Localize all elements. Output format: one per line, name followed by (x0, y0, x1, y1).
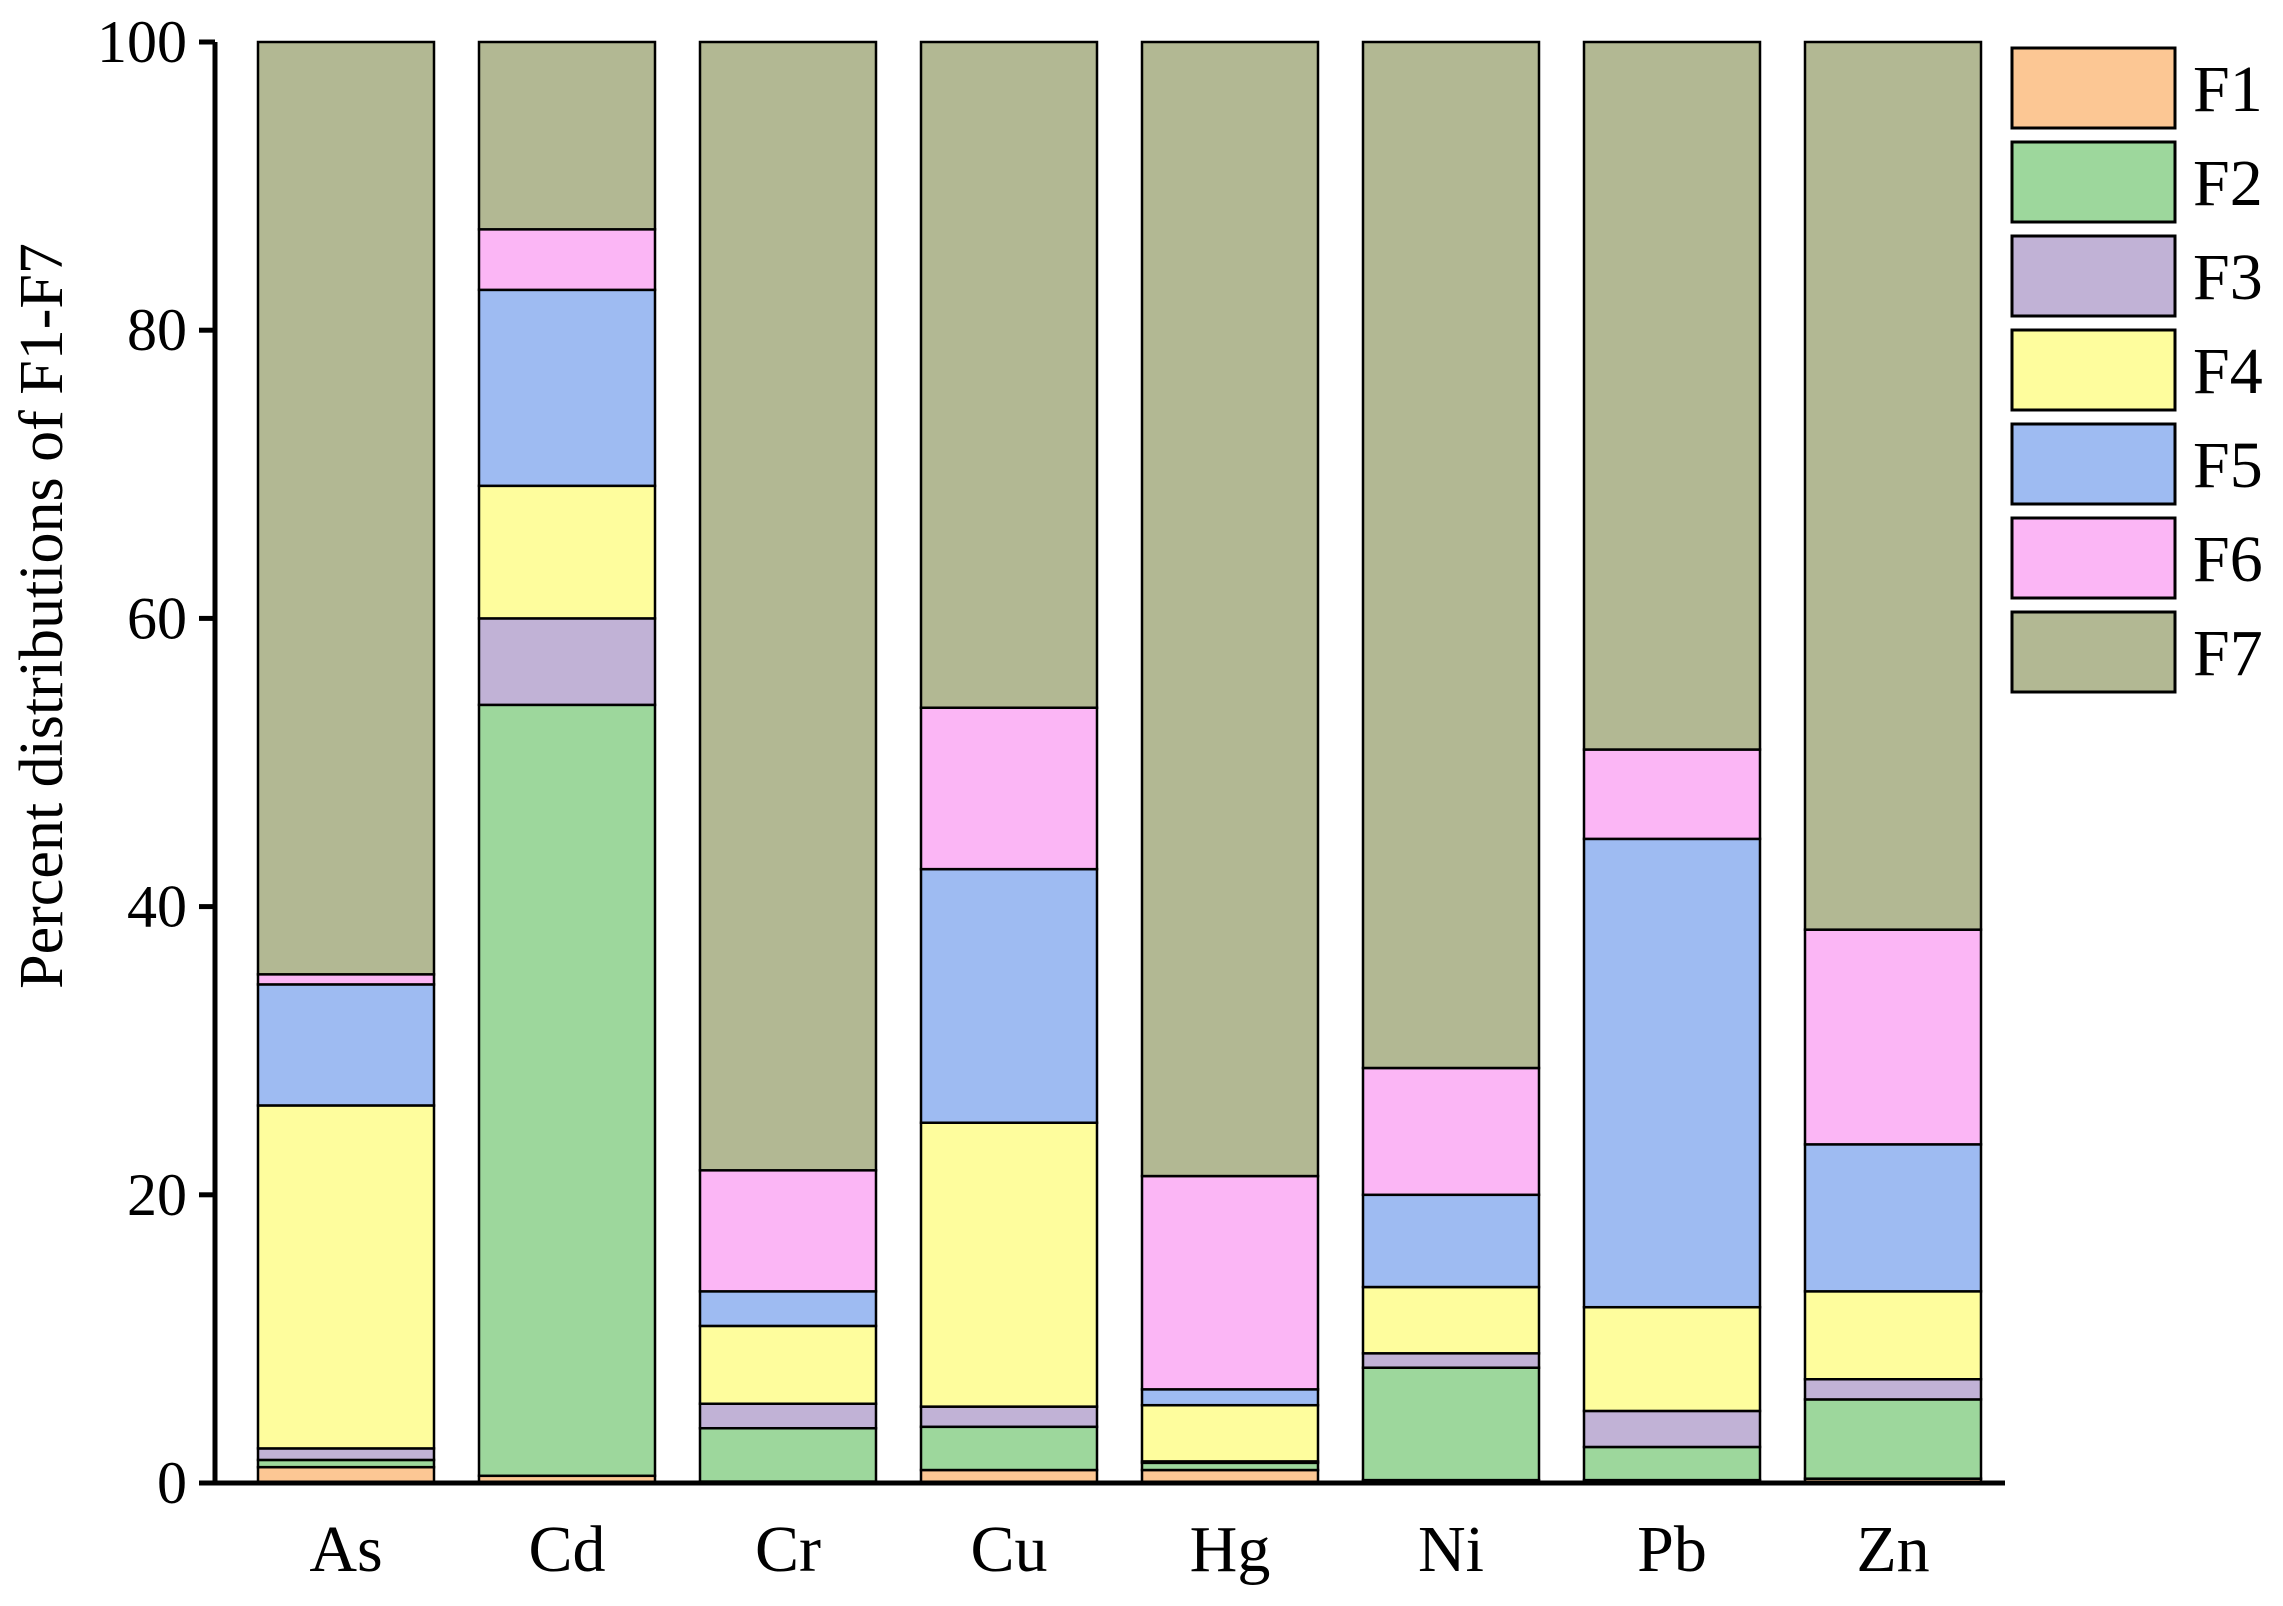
bar-segment-zn-f3 (1803, 1377, 1983, 1401)
bar-segment-zn-f4 (1803, 1290, 1983, 1381)
x-category-label: Hg (1190, 1513, 1271, 1586)
legend-swatch (2010, 422, 2177, 506)
bar-segment-pb-f2 (1582, 1445, 1762, 1482)
bar-segment-hg-f6 (1140, 1174, 1320, 1391)
y-tick-label: 100 (97, 9, 187, 75)
bar-stack-ni (1361, 40, 1541, 1485)
bar-stack-cr (698, 40, 878, 1485)
legend-swatch (2010, 328, 2177, 412)
legend-swatch (2010, 516, 2177, 600)
legend-item-f2: F2 (2010, 140, 2263, 224)
legend-swatch (2010, 234, 2177, 318)
bar-segment-cu-f7 (919, 40, 1099, 709)
legend-label: F2 (2193, 147, 2263, 220)
bar-segment-cr-f6 (698, 1169, 878, 1293)
bar-segment-pb-f7 (1582, 40, 1762, 751)
bar-segment-cd-f2 (477, 703, 657, 1478)
bar-segment-cd-f4 (477, 484, 657, 620)
bar-segment-hg-f7 (1140, 40, 1320, 1178)
legend-item-f6: F6 (2010, 516, 2263, 600)
y-tick-label: 0 (157, 1450, 187, 1516)
x-category-label: Cr (755, 1513, 821, 1586)
legend-item-f5: F5 (2010, 422, 2263, 506)
bar-segment-cd-f3 (477, 617, 657, 707)
y-axis-ticks: 0 20 40 60 80 100 (97, 9, 215, 1516)
legend-label: F3 (2193, 241, 2263, 314)
y-axis-title: Percent distributions of F1-F7 (8, 243, 76, 989)
x-category-label: Cd (528, 1513, 605, 1586)
bar-segment-zn-f2 (1803, 1398, 1983, 1480)
bar-segment-cr-f5 (698, 1290, 878, 1328)
bar-segment-cu-f3 (919, 1405, 1099, 1429)
bar-stack-cu (919, 40, 1099, 1485)
legend-item-f1: F1 (2010, 46, 2263, 130)
legend-swatch (2010, 46, 2177, 130)
x-category-label: Pb (1637, 1513, 1707, 1586)
bar-segment-pb-f3 (1582, 1409, 1762, 1449)
legend-swatch (2010, 610, 2177, 694)
legend-item-f3: F3 (2010, 234, 2263, 318)
legend-label: F1 (2193, 53, 2263, 126)
y-tick-label: 40 (127, 874, 187, 940)
bar-segment-cr-f2 (698, 1426, 878, 1483)
bar-segment-zn-f7 (1803, 40, 1983, 931)
bar-segment-cr-f4 (698, 1324, 878, 1405)
bar-segment-ni-f3 (1361, 1352, 1541, 1369)
bar-segment-zn-f6 (1803, 928, 1983, 1146)
legend-item-f4: F4 (2010, 328, 2263, 412)
bar-segment-as-f6 (256, 973, 436, 986)
legend-label: F5 (2193, 429, 2263, 502)
x-category-label: As (309, 1513, 382, 1586)
bar-segment-ni-f2 (1361, 1366, 1541, 1482)
bar-segment-pb-f6 (1582, 748, 1762, 841)
bar-segment-ni-f5 (1361, 1193, 1541, 1289)
bar-segment-hg-f4 (1140, 1403, 1320, 1463)
bar-segment-ni-f7 (1361, 40, 1541, 1070)
bar-segment-cu-f4 (919, 1121, 1099, 1408)
bar-stack-cd (477, 40, 657, 1485)
y-tick-label: 60 (127, 585, 187, 651)
x-category-label: Zn (1856, 1513, 1929, 1586)
bar-segment-as-f7 (256, 40, 436, 976)
legend: F1 F2 F3 F4 F5 F6 F7 (2010, 46, 2263, 694)
legend-label: F6 (2193, 523, 2263, 596)
y-tick-label: 20 (127, 1162, 187, 1228)
bar-segment-cr-f7 (698, 40, 878, 1172)
bar-stack-zn (1803, 40, 1983, 1485)
bar-stack-pb (1582, 40, 1762, 1485)
bar-segment-as-f4 (256, 1104, 436, 1450)
x-category-label: Cu (970, 1513, 1047, 1586)
bar-segment-hg-f5 (1140, 1388, 1320, 1407)
bar-segment-ni-f4 (1361, 1285, 1541, 1355)
bar-segment-cd-f7 (477, 40, 657, 231)
bar-segment-as-f5 (256, 983, 436, 1107)
bar-segment-pb-f4 (1582, 1305, 1762, 1413)
bar-segment-cd-f6 (477, 228, 657, 292)
legend-label: F7 (2193, 617, 2263, 690)
legend-label: F4 (2193, 335, 2263, 408)
x-axis-category-labels: As Cd Cr Cu Hg Ni Pb Zn (309, 1513, 1929, 1586)
bars-layer (256, 40, 1983, 1485)
bar-segment-ni-f6 (1361, 1066, 1541, 1197)
bar-segment-zn-f5 (1803, 1143, 1983, 1293)
bar-segment-cr-f3 (698, 1402, 878, 1430)
bar-segment-cu-f6 (919, 706, 1099, 871)
bar-segment-cu-f5 (919, 867, 1099, 1124)
bar-segment-cd-f5 (477, 288, 657, 488)
bar-segment-cu-f2 (919, 1425, 1099, 1472)
y-tick-label: 80 (127, 297, 187, 363)
axes-layer (212, 42, 2005, 1486)
bar-segment-pb-f5 (1582, 837, 1762, 1309)
legend-item-f7: F7 (2010, 610, 2263, 694)
legend-swatch (2010, 140, 2177, 224)
bar-stack-hg (1140, 40, 1320, 1485)
bar-stack-as (256, 40, 436, 1485)
x-category-label: Ni (1418, 1513, 1484, 1586)
bar-segment-as-f3 (256, 1447, 436, 1462)
